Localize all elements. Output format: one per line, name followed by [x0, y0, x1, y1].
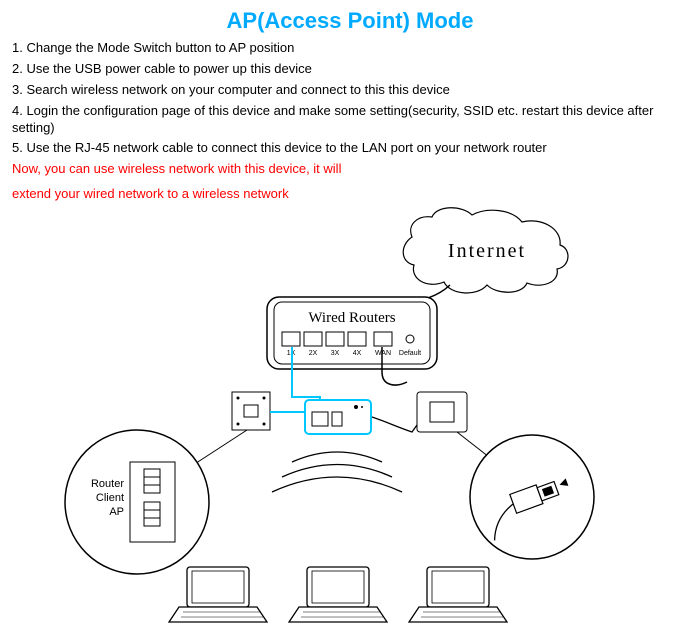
callout-usb — [457, 432, 594, 559]
svg-text:WAN: WAN — [375, 350, 391, 357]
instruction-4: 4. Login the configuration page of this … — [12, 103, 688, 137]
laptop-2 — [289, 567, 387, 622]
network-diagram: Internet Wired Routers 1X 2X 3X 4X WAN D… — [12, 207, 688, 627]
wall-plate — [232, 392, 270, 430]
router-label: Wired Routers — [308, 310, 395, 326]
conclusion-1: Now, you can use wireless network with t… — [12, 161, 688, 178]
laptop-1 — [169, 567, 267, 622]
laptop-3 — [409, 567, 507, 622]
instruction-3: 3. Search wireless network on your compu… — [12, 82, 688, 99]
page-title: AP(Access Point) Mode — [12, 8, 688, 34]
power-adapter — [372, 392, 467, 432]
svg-text:2X: 2X — [309, 350, 318, 357]
wireless-signal — [272, 452, 402, 492]
ap-device — [305, 400, 371, 434]
instruction-5: 5. Use the RJ-45 network cable to connec… — [12, 140, 688, 157]
svg-text:Router: Router — [91, 478, 124, 490]
svg-text:3X: 3X — [331, 350, 340, 357]
svg-text:AP: AP — [109, 506, 124, 518]
conclusion-2: extend your wired network to a wireless … — [12, 186, 688, 203]
svg-text:Client: Client — [96, 492, 124, 504]
callout-mode-switch: Router Client AP — [65, 430, 247, 574]
svg-text:Default: Default — [399, 350, 421, 357]
instruction-2: 2. Use the USB power cable to power up t… — [12, 61, 688, 78]
svg-text:4X: 4X — [353, 350, 362, 357]
instruction-1: 1. Change the Mode Switch button to AP p… — [12, 40, 688, 57]
internet-cloud: Internet — [403, 208, 568, 293]
diagram-svg: Internet Wired Routers 1X 2X 3X 4X WAN D… — [12, 207, 688, 627]
cloud-label: Internet — [448, 240, 526, 262]
